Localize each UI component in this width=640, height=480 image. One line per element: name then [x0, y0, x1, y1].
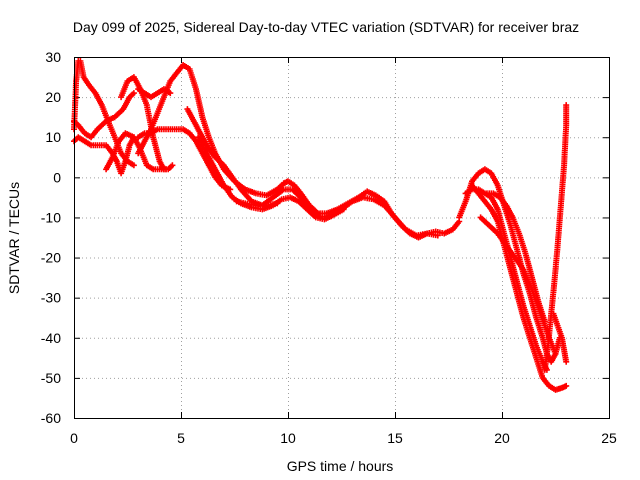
series-track-r	[550, 310, 570, 365]
x-tick-label: 0	[70, 430, 78, 446]
data-point	[563, 358, 570, 365]
grid	[74, 57, 609, 418]
y-tick-label: -30	[41, 290, 61, 306]
axis-ticks	[74, 57, 610, 419]
y-tick-label: -40	[41, 330, 61, 346]
y-tick-labels: 30 20 10 0 -10 -20 -30 -40 -50 -60	[41, 49, 61, 426]
data-point	[274, 200, 281, 207]
chart-title: Day 099 of 2025, Sidereal Day-to-day VTE…	[73, 19, 579, 35]
series-track-k	[233, 198, 281, 209]
data-point	[541, 318, 548, 325]
y-tick-label: -10	[41, 209, 61, 225]
data-points	[71, 58, 570, 393]
data-point	[563, 382, 570, 389]
series-track-c	[71, 90, 137, 141]
data-point	[163, 166, 169, 173]
data-point	[340, 206, 347, 213]
y-tick-label: 20	[45, 89, 61, 105]
data-point	[130, 90, 137, 97]
data-point	[552, 350, 559, 357]
y-tick-label: -20	[41, 250, 61, 266]
x-axis-label: GPS time / hours	[287, 458, 394, 474]
series-track-h	[135, 62, 463, 241]
x-tick-label: 20	[494, 430, 510, 446]
series-track-a	[71, 58, 137, 169]
data-point	[434, 232, 441, 239]
x-tick-label: 25	[601, 430, 617, 446]
y-tick-label: -60	[41, 410, 61, 426]
x-tick-label: 5	[177, 430, 185, 446]
data-point	[563, 102, 570, 109]
x-tick-label: 15	[387, 430, 403, 446]
y-axis-label: SDTVAR / TECUs	[6, 182, 22, 294]
series-track-q	[541, 102, 570, 373]
y-tick-label: -50	[41, 370, 61, 386]
data-point	[130, 162, 137, 169]
plot-frame	[74, 57, 610, 419]
y-tick-label: 0	[53, 169, 61, 185]
series-track-n	[469, 182, 570, 393]
series-track-p	[484, 190, 548, 325]
y-tick-label: 10	[45, 129, 61, 145]
x-tick-labels: 0 5 10 15 20 25	[70, 430, 617, 446]
series-track-i	[184, 106, 441, 239]
x-tick-label: 10	[280, 430, 296, 446]
data-point	[169, 162, 176, 169]
y-tick-label: 30	[45, 49, 61, 65]
